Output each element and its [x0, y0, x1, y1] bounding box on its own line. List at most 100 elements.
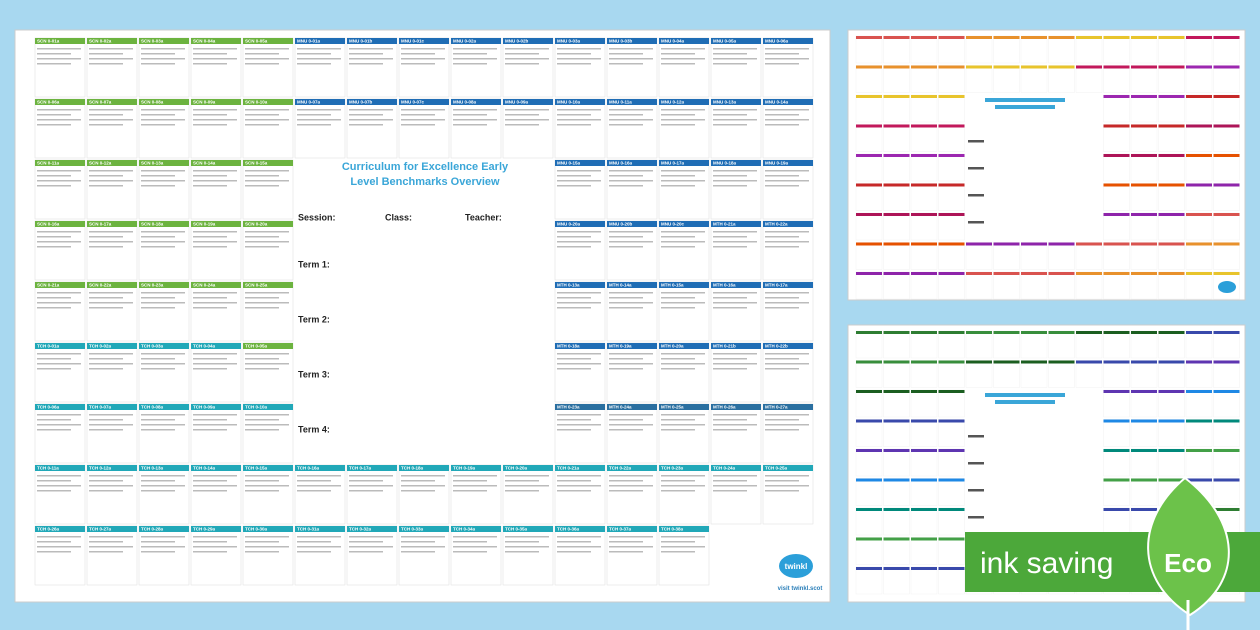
cell [762, 220, 814, 281]
thumb-cell [965, 65, 993, 93]
cell [242, 281, 294, 342]
cell-text [609, 475, 653, 477]
cell-header [139, 160, 189, 166]
thumb-cell [883, 419, 910, 447]
cell-text [141, 429, 175, 431]
cell-code: SCN 0-20a [245, 221, 268, 226]
cell [294, 98, 346, 159]
cell-code: SCN 0-19a [193, 221, 216, 226]
cell-text [661, 424, 705, 426]
cell-text [557, 551, 591, 553]
cell-text [557, 48, 601, 50]
cell-text [245, 180, 289, 182]
thumb-header [1103, 508, 1130, 511]
cell-text [245, 429, 279, 431]
thumb-cell [938, 330, 965, 359]
thumb-cell [993, 35, 1020, 64]
thumb-cell [1130, 330, 1158, 359]
thumb-header [1213, 390, 1240, 393]
cell [762, 98, 814, 159]
thumb-cell [1158, 212, 1185, 241]
cell [242, 403, 294, 464]
thumb-header [1076, 360, 1102, 364]
cell [34, 37, 86, 98]
cell [242, 342, 294, 403]
cell-text [453, 109, 497, 111]
cell-text [89, 48, 133, 50]
thumb-cell [1158, 271, 1185, 300]
thumb-cell [910, 419, 938, 447]
thumb-cell [1158, 35, 1185, 64]
cell-text [661, 297, 695, 299]
cell-text [89, 541, 123, 543]
cell-header [87, 221, 137, 227]
eco-leaf [1147, 476, 1230, 617]
cell-code: MTH 0-15a [661, 282, 684, 287]
thumb-cell [910, 537, 938, 565]
thumb-header [1076, 36, 1102, 39]
thumb-header [938, 213, 965, 216]
cell-text [609, 119, 653, 121]
thumb-header [993, 360, 1020, 364]
cell-code: MNU 0-02b [505, 38, 529, 43]
cell-text [297, 124, 331, 126]
cell-text [713, 297, 747, 299]
thumb-cell [855, 153, 883, 182]
thumb-header [911, 390, 937, 393]
thumb-header [856, 449, 882, 452]
cell [86, 37, 138, 98]
thumb-header [1076, 242, 1102, 246]
thumb-header [1158, 183, 1185, 187]
thumb-cell [855, 566, 883, 595]
thumb-header [1048, 272, 1075, 275]
thumb-header [856, 242, 882, 246]
cell-text [505, 480, 539, 482]
cell-text [557, 541, 591, 543]
cell-text [297, 536, 341, 538]
cell-text [245, 185, 279, 187]
cell-text [713, 307, 747, 309]
cell [710, 464, 762, 525]
cell-text [609, 541, 643, 543]
cell-text [89, 302, 133, 304]
cell-code: MTH 0-22a [765, 221, 788, 226]
cell-text [713, 109, 757, 111]
thumb-cell [1213, 242, 1240, 270]
thumb-cell [855, 183, 883, 211]
thumb-cell [1213, 94, 1240, 123]
cell-text [89, 246, 123, 248]
thumb-header [1131, 419, 1157, 423]
cell [658, 403, 710, 464]
cell-text [661, 180, 705, 182]
thumb-header [1021, 331, 1047, 334]
cell-text [765, 429, 799, 431]
cell-header [191, 343, 241, 349]
cell-header [139, 404, 189, 410]
cell-text [765, 63, 799, 65]
thumb-header [1131, 65, 1157, 69]
cell-code: TCH 0-30a [245, 526, 268, 531]
cell-text [765, 297, 799, 299]
thumb-cell [1130, 124, 1158, 152]
cell-text [661, 63, 695, 65]
cell-text [661, 536, 705, 538]
cell-text [661, 541, 695, 543]
cell-code: MNU 0-17a [661, 160, 685, 165]
cell [606, 37, 658, 98]
thumb-term [968, 489, 984, 492]
thumb-cell [1185, 271, 1213, 300]
eco-text: Eco [1164, 548, 1212, 578]
cell-text [661, 236, 695, 238]
cell-code: SCN 0-18a [141, 221, 164, 226]
cell-text [609, 485, 653, 487]
thumb-cell [1103, 183, 1130, 211]
cell [242, 525, 294, 586]
cell-code: SCN 0-06a [37, 99, 60, 104]
cell-text [245, 480, 279, 482]
thumb-header [1103, 242, 1130, 246]
cell-text [89, 292, 133, 294]
cell-header [243, 465, 293, 471]
thumb-cell [938, 94, 965, 123]
thumb-cell [1130, 271, 1158, 300]
cell-text [89, 231, 133, 233]
